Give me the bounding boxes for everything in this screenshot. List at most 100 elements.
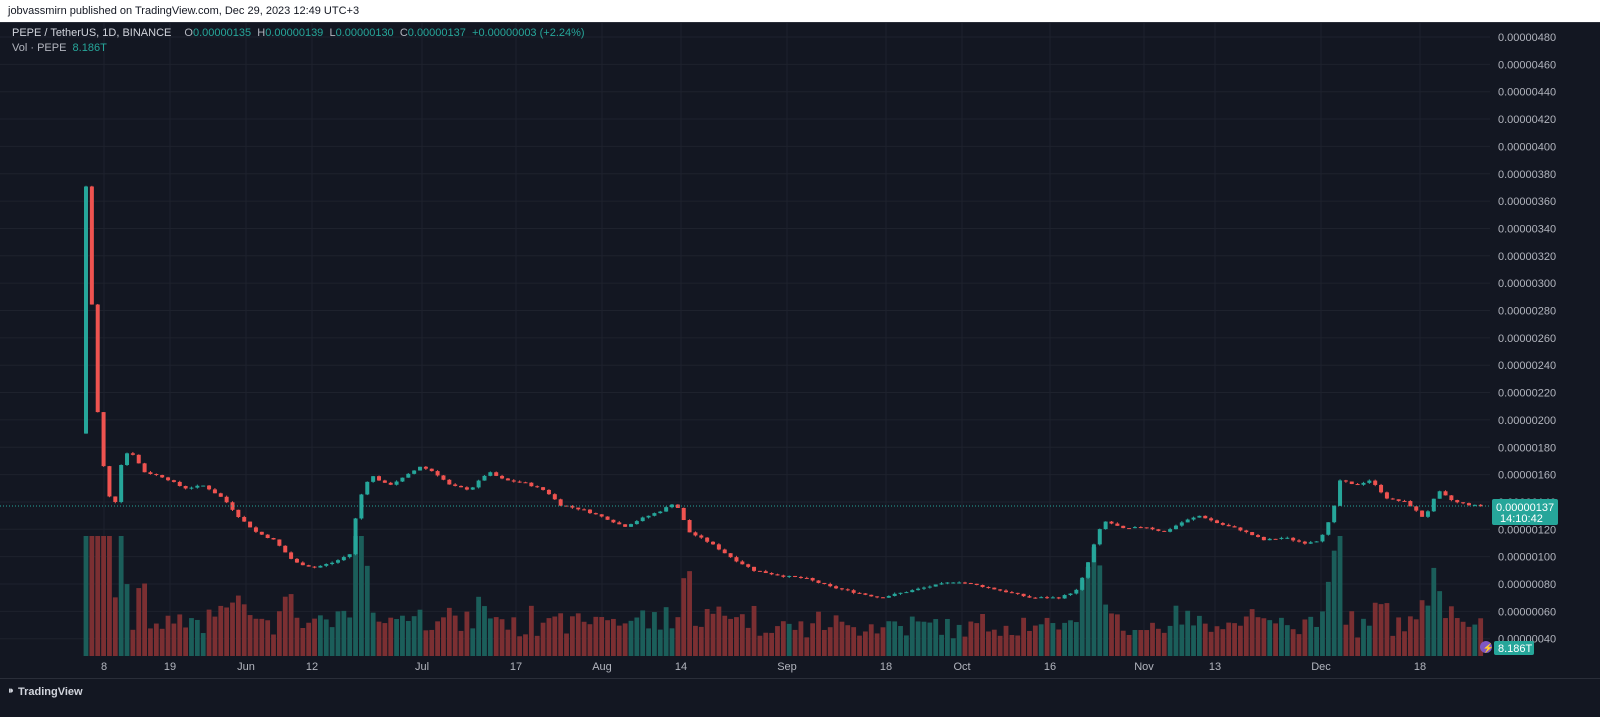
volume-bar xyxy=(728,618,733,656)
candle-body xyxy=(119,465,124,502)
candle-body xyxy=(84,186,88,434)
candle-body xyxy=(535,486,540,488)
volume-bar xyxy=(528,605,534,656)
tradingview-logo[interactable]: ⁍ TradingView xyxy=(8,684,83,698)
candle-body xyxy=(1226,524,1231,527)
volume-bar xyxy=(523,634,528,656)
candle-body xyxy=(136,454,141,464)
volume-bar xyxy=(1103,604,1109,656)
x-tick-label: 17 xyxy=(510,661,522,673)
volume-bar xyxy=(980,613,985,656)
volume-bar xyxy=(388,617,394,656)
volume-bar xyxy=(271,634,276,656)
volume-bar xyxy=(833,615,839,656)
volume-bar xyxy=(1179,624,1185,656)
candle-body xyxy=(1279,537,1284,539)
volume-bar xyxy=(452,615,458,656)
volume-bar xyxy=(558,613,564,656)
candle-body xyxy=(804,577,809,579)
candle-body xyxy=(171,480,176,482)
candle-body xyxy=(283,545,288,553)
candle-body xyxy=(1326,522,1331,535)
candle-body xyxy=(617,522,622,525)
candle-body xyxy=(1355,484,1360,486)
volume-value: 8.186T xyxy=(72,42,107,54)
volume-bar xyxy=(1402,631,1407,656)
volume-bar xyxy=(857,635,862,656)
volume-bar xyxy=(253,618,259,656)
volume-bar xyxy=(1220,629,1226,656)
candle-body xyxy=(822,582,827,585)
candle-body xyxy=(752,566,757,571)
volume-bar xyxy=(382,623,388,656)
candle-body xyxy=(230,502,235,510)
volume-bar xyxy=(1173,605,1179,656)
candle-body xyxy=(810,577,815,581)
volume-bar xyxy=(1120,630,1126,656)
volume-bar xyxy=(956,624,962,656)
candle-body xyxy=(1261,536,1266,541)
volume-bar xyxy=(968,621,974,656)
candle-body xyxy=(1238,527,1243,531)
x-tick-label: Jul xyxy=(415,661,429,673)
volume-bar xyxy=(83,536,89,656)
volume-bar xyxy=(458,630,464,656)
x-axis: 8 19 Jun 12 Jul 17 Aug 14 Sep 18 Oct 16 Nov 13 Dec 18 xyxy=(101,661,1426,673)
volume-bar xyxy=(534,635,540,656)
volume-bar xyxy=(704,609,710,656)
lightning-icon xyxy=(1480,641,1492,653)
candlestick-chart[interactable]: 0.000000400.000000600.000000800.00000100… xyxy=(0,0,1600,679)
candle-body xyxy=(587,509,592,514)
volume-bar xyxy=(476,596,482,656)
volume-bar xyxy=(1308,616,1314,656)
candle-body xyxy=(1091,544,1096,563)
candle-body xyxy=(177,481,182,486)
candle-body xyxy=(130,453,135,455)
volume-bar xyxy=(892,621,898,656)
candle-body xyxy=(623,524,628,527)
candle-body xyxy=(1349,481,1354,485)
candle-body xyxy=(212,489,217,494)
candle-body xyxy=(429,468,434,472)
candle-body xyxy=(1021,593,1026,597)
candle-body xyxy=(974,583,979,586)
candle-body xyxy=(406,473,411,478)
candle-body xyxy=(728,553,733,558)
candle-body xyxy=(1478,504,1483,507)
candle-body xyxy=(605,516,610,520)
candle-body xyxy=(939,583,944,585)
candle-body xyxy=(1308,542,1313,544)
candle-body xyxy=(1302,541,1307,544)
candle-body xyxy=(705,537,710,542)
y-tick-label: 0.00000340 xyxy=(1498,223,1556,235)
volume-bar xyxy=(1109,613,1114,656)
symbol-label[interactable]: PEPE / TetherUS, 1D, BINANCE xyxy=(12,27,172,39)
candle-body xyxy=(576,507,581,510)
volume-bar xyxy=(593,616,599,656)
volume-bar xyxy=(904,635,909,656)
candle-body xyxy=(1384,492,1389,499)
volume-bar xyxy=(505,629,511,656)
candle-body xyxy=(517,481,522,483)
candle-body xyxy=(95,304,100,413)
candle-body xyxy=(734,557,739,562)
volume-bar xyxy=(652,612,657,656)
candle-body xyxy=(998,589,1003,591)
x-tick-label: 19 xyxy=(164,661,176,673)
close-value: 0.00000137 xyxy=(407,27,466,39)
volume-bar xyxy=(611,618,616,656)
candle-body xyxy=(1256,535,1260,537)
volume-bar xyxy=(1443,618,1448,656)
volume-bar xyxy=(294,617,300,656)
volume-bar xyxy=(353,536,358,656)
volume-bar xyxy=(909,616,915,656)
volume-bar xyxy=(101,536,106,656)
volume-bar xyxy=(1425,605,1431,656)
volume-bar xyxy=(1114,614,1120,656)
chart-frame[interactable] xyxy=(0,22,1600,679)
volume-bar xyxy=(763,632,769,656)
volume-bar xyxy=(153,623,159,656)
candle-body xyxy=(945,582,950,584)
volume-bar xyxy=(112,597,118,656)
candle-body xyxy=(1455,500,1460,503)
